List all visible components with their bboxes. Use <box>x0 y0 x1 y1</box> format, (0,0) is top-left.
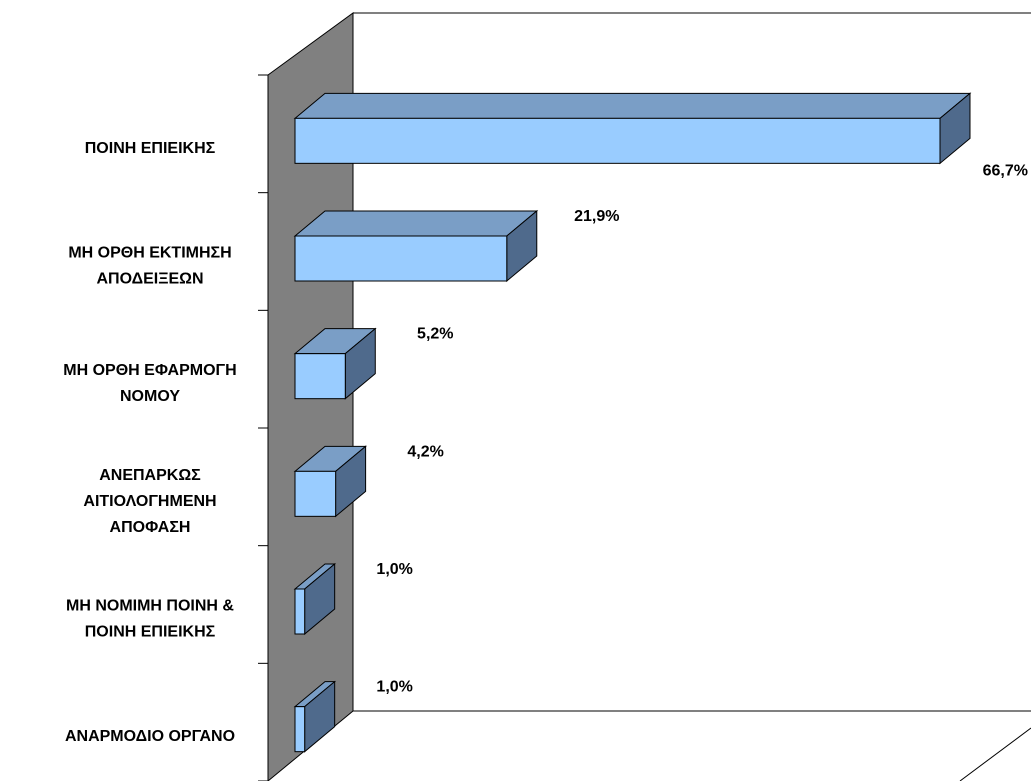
bar <box>293 680 337 753</box>
category-label: ΠΟΙΝΗ ΕΠΙΕΙΚΗΣ <box>85 140 216 157</box>
bar-top-face <box>293 92 972 119</box>
bar-top-face <box>293 210 539 237</box>
category-label-line: ΜΗ ΝΟΜΙΜΗ ΠΟΙΝΗ & <box>66 598 234 615</box>
value-label: 21,9% <box>574 208 619 225</box>
bar-front-face <box>294 117 941 164</box>
bar-front-face <box>294 235 508 282</box>
floor-edge <box>959 727 1031 781</box>
category-label-line: ΑΙΤΙΟΛΟΓΗΜΕΝΗ <box>83 493 216 510</box>
category-label: ΜΗ ΝΟΜΙΜΗ ΠΟΙΝΗ & ΠΟΙΝΗ ΕΠΙΕΙΚΗΣ <box>66 598 234 641</box>
category-label-line: ΑΝΑΡΜΟΔΙΟ ΟΡΓΑΝΟ <box>65 728 235 745</box>
value-label: 66,7% <box>983 162 1028 179</box>
value-labels: 66,7% 21,9% 5,2% 4,2% 1,0% 1,0% <box>376 162 1028 695</box>
category-label-line: ΠΟΙΝΗ ΕΠΙΕΙΚΗΣ <box>85 624 216 641</box>
bar-front-face <box>294 588 306 635</box>
category-label-line: ΑΝΕΠΑΡΚΩΣ <box>99 467 201 484</box>
bar <box>293 92 972 165</box>
bar-front-face <box>294 353 346 400</box>
category-labels: ΠΟΙΝΗ ΕΠΙΕΙΚΗΣ ΜΗ ΟΡΘΗ ΕΚΤΙΜΗΣΗ ΑΠΟΔΕΙΞΕΩΝ… <box>63 140 236 745</box>
category-label: ΑΝΑΡΜΟΔΙΟ ΟΡΓΑΝΟ <box>65 728 235 745</box>
category-label-line: ΑΠΟΦΑΣΗ <box>110 519 191 536</box>
value-label: 1,0% <box>376 561 412 578</box>
chart-bars <box>293 92 972 753</box>
bar-front-face <box>294 706 306 753</box>
value-label: 5,2% <box>417 326 453 343</box>
category-label-line: ΝΟΜΟΥ <box>120 388 180 405</box>
bar <box>293 209 539 283</box>
category-label-line: ΜΗ ΟΡΘΗ ΕΚΤΙΜΗΣΗ <box>68 245 231 262</box>
category-label-line: ΜΗ ΟΡΘΗ ΕΦΑΡΜΟΓΗ <box>63 362 236 379</box>
category-label: ΑΝΕΠΑΡΚΩΣ ΑΙΤΙΟΛΟΓΗΜΕΝΗ ΑΠΟΦΑΣΗ <box>83 467 216 536</box>
value-label: 1,0% <box>376 679 412 696</box>
bar <box>293 562 337 636</box>
value-label: 4,2% <box>407 443 443 460</box>
category-label-line: ΠΟΙΝΗ ΕΠΙΕΙΚΗΣ <box>85 140 216 157</box>
bar <box>293 327 377 400</box>
category-label-line: ΑΠΟΔΕΙΞΕΩΝ <box>96 271 203 288</box>
bar-front-face <box>294 470 337 517</box>
category-label: ΜΗ ΟΡΘΗ ΕΦΑΡΜΟΓΗ ΝΟΜΟΥ <box>63 362 236 405</box>
category-label: ΜΗ ΟΡΘΗ ΕΚΤΙΜΗΣΗ ΑΠΟΔΕΙΞΕΩΝ <box>68 245 231 288</box>
bar <box>293 445 367 518</box>
